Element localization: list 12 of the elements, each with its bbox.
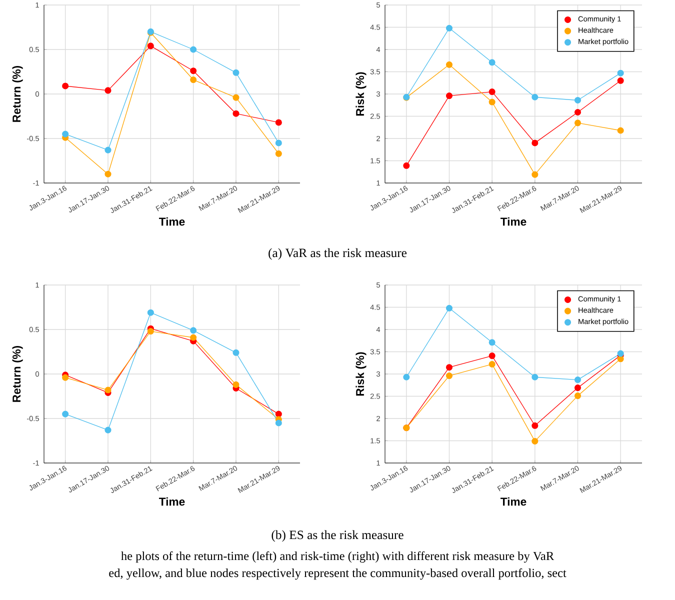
y-axis-title: Return (%) bbox=[12, 346, 23, 402]
x-axis-title: Time bbox=[159, 497, 185, 506]
x-axis-title: Time bbox=[159, 217, 185, 226]
text: (b) ES as the risk measure bbox=[272, 530, 404, 542]
y-axis-title: Risk (%) bbox=[356, 72, 366, 116]
text: he plots of the return-time (left) and risk-time (right) with different risk measure by VaR bbox=[121, 551, 554, 563]
text: (a) VaR as the risk measure bbox=[268, 248, 407, 260]
x-axis-title: Time bbox=[500, 217, 526, 226]
y-axis-title: Return (%) bbox=[12, 66, 23, 122]
x-axis-title: Time bbox=[500, 497, 526, 506]
y-axis-title: Risk (%) bbox=[356, 352, 366, 396]
text: ed, yellow, and blue nodes respectively represent the community-based overall portfolio, sect bbox=[109, 568, 566, 580]
